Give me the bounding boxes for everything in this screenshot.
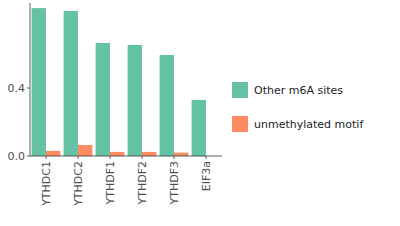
bar (64, 11, 78, 156)
legend-label: unmethylated motif (254, 118, 364, 131)
legend-label: Other m6A sites (254, 84, 343, 97)
bar (160, 55, 174, 156)
bar (78, 145, 92, 156)
x-tick (206, 156, 207, 159)
x-tick-label: YTHDF2 (136, 161, 149, 206)
x-tick-label: EIF3a (200, 161, 213, 191)
y-tick-label: 0.0 (8, 150, 26, 163)
y-axis (30, 3, 31, 156)
bars (32, 8, 206, 156)
x-tick (110, 156, 111, 159)
legend-key (232, 82, 248, 98)
bar (96, 43, 110, 156)
y-tick-label: 0.4 (8, 82, 26, 95)
bar (46, 151, 60, 156)
bar (32, 8, 46, 156)
bar (128, 45, 142, 156)
x-tick (174, 156, 175, 159)
x-axis (30, 156, 222, 157)
bar (192, 100, 206, 156)
x-tick-label: YTHDF1 (104, 161, 117, 206)
y-tick (27, 156, 30, 157)
x-tick (78, 156, 79, 159)
x-tick-label: YTHDF3 (168, 161, 181, 206)
x-tick-label: YTHDC2 (72, 161, 85, 207)
bar (142, 152, 156, 156)
x-tick (46, 156, 47, 159)
bar (174, 153, 188, 156)
bar (110, 152, 124, 156)
x-tick (142, 156, 143, 159)
legend-key (232, 116, 248, 132)
x-tick-label: YTHDC1 (40, 161, 53, 207)
y-tick (27, 88, 30, 89)
chart: 0.0 0.4 YTHDC1 YTHDC2 YTHDF1 YTHDF2 YTHDF3 EIF3… (0, 0, 400, 226)
